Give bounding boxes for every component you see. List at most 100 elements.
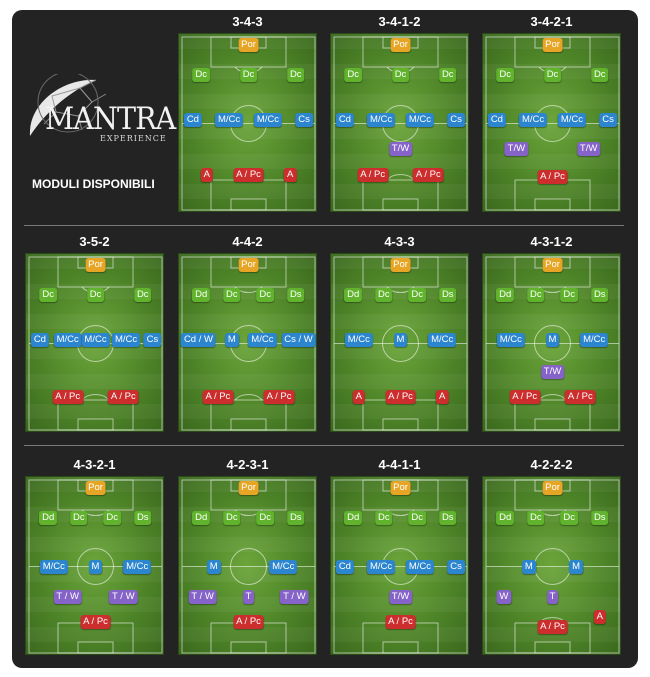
formation-title-4-4-1-1: 4-4-1-1 [378,457,421,472]
role-badge-dd: Dd [344,511,363,526]
role-badge-por: Por [542,257,563,272]
formation-pitch-4-3-1-2[interactable]: Por Dd Dc Dc Ds M/Cc M M/Cc T/W A / Pc A / Pc [482,253,621,432]
role-badge-a-pc: A / Pc [357,168,389,183]
role-badge-ds: Ds [590,511,609,526]
role-badge-dc: Dc [527,288,545,303]
role-badge-por: Por [85,257,106,272]
role-badge-por: Por [390,257,411,272]
formation-pitch-3-4-2-1[interactable]: Por Dc Dc Dc Cd M/Cc M/Cc Cs T/W T/W A / Pc [482,33,621,212]
role-badge-dc: Dc [192,68,211,83]
role-badge-por: Por [390,480,411,495]
role-badge-dc: Dc [39,288,58,303]
pitch-lines [485,479,620,654]
role-badge-w: W [496,589,512,604]
formation-title-3-4-2-1: 3-4-2-1 [530,14,573,29]
role-badge-ds: Ds [286,288,305,303]
role-badge-m-cc: M/Cc [518,112,548,127]
role-badge-cs-w: Cs / W [281,332,316,347]
role-badge-m-cc: M/Cc [405,112,435,127]
role-badge-dd: Dd [192,511,211,526]
logo-text: MANTRA [45,101,176,137]
formation-pitch-3-5-2[interactable]: Por Dc Dc Dc Cd M/Cc M/Cc M/Cc Cs A / Pc A / Pc [25,253,164,432]
formation-title-4-4-2: 4-4-2 [232,234,263,249]
role-badge-por: Por [85,480,106,495]
role-badge-dc: Dc [560,288,578,303]
role-badge-dd: Dd [39,511,58,526]
role-badge-dd: Dd [344,288,363,303]
role-badge-cs: Cs [447,112,465,127]
role-badge-a-pc: A / Pc [263,390,295,405]
role-badge-dc: Dc [391,68,410,83]
role-badge-por: Por [238,37,259,52]
formation-pitch-4-4-2[interactable]: Por Dd Dc Dc Ds Cd / W M M/Cc Cs / W A / Pc A / Pc [178,253,317,432]
role-badge-m-cc: M/Cc [123,559,152,574]
role-badge-t-w: T/W [540,365,565,380]
formation-pitch-3-4-3[interactable]: Por Dc Dc Dc Cd M/Cc M/Cc Cs A A / Pc A [178,33,317,212]
role-badge-a-pc: A / Pc [107,390,139,405]
role-badge-t-w: T / W [109,589,138,604]
role-badge-m-cc: M/Cc [557,112,587,127]
role-badge-cd: Cd [487,112,506,127]
role-badge-a-pc: A / Pc [564,390,596,405]
role-badge-dc: Dc [527,511,545,526]
role-badge-m-cc: M/Cc [428,332,457,347]
role-badge-por: Por [542,480,563,495]
role-badge-cd: Cd [335,112,354,127]
role-badge-dc: Dc [408,288,426,303]
formation-pitch-4-4-1-1[interactable]: Por Dd Dc Dc Ds Cd M/Cc M/Cc Cs T/W A / Pc [330,476,469,655]
role-badge-dc: Dc [375,288,393,303]
formation-pitch-3-4-1-2[interactable]: Por Dc Dc Dc Cd M/Cc M/Cc Cs T/W A / Pc A / Pc [330,33,469,212]
role-badge-m: M [393,332,408,347]
role-badge-a-pc: A / Pc [233,614,264,629]
role-badge-cd: Cd [183,112,202,127]
formation-pitch-4-2-3-1[interactable]: Por Dd Dc Dc Ds M M/Cc T / W T T / W A / Pc [178,476,317,655]
role-badge-m-cc: M/Cc [580,332,609,347]
role-badge-t-w: T / W [280,589,309,604]
role-badge-ds: Ds [286,511,305,526]
role-badge-a: A [352,390,365,405]
role-badge-t-w: T / W [53,589,82,604]
role-badge-dc: Dc [70,511,88,526]
role-badge-m-cc: M/Cc [39,559,68,574]
role-badge-dc: Dc [103,511,121,526]
role-badge-dc: Dc [239,68,258,83]
formation-pitch-4-3-2-1[interactable]: Por Dd Dc Dc Ds M/Cc M M/Cc T / W T / W A / Pc [25,476,164,655]
role-badge-t-w: T/W [504,141,529,156]
role-badge-m-cc: M/Cc [344,332,373,347]
role-badge-a-pc: A / Pc [52,390,84,405]
role-badge-m-cc: M/Cc [496,332,525,347]
formation-title-4-3-1-2: 4-3-1-2 [530,234,573,249]
formation-pitch-4-3-3[interactable]: Por Dd Dc Dc Ds M/Cc M M/Cc A A / Pc A [330,253,469,432]
role-badge-ds: Ds [438,511,457,526]
role-badge-cs: Cs [295,112,313,127]
role-badge-dc: Dc [496,68,515,83]
role-badge-m-cc: M/Cc [269,559,298,574]
role-badge-a-pc: A / Pc [233,168,264,183]
role-badge-t-w: T/W [388,589,413,604]
formation-title-4-3-2-1: 4-3-2-1 [73,457,116,472]
role-badge-por: Por [238,480,259,495]
role-badge-dc: Dc [256,288,274,303]
role-badge-cs: Cs [143,332,162,347]
role-badge-a-pc: A / Pc [537,170,568,185]
formation-pitch-4-2-2-2[interactable]: Por Dd Dc Dc Ds M M W T A A / Pc [482,476,621,655]
role-badge-dc: Dc [375,511,393,526]
role-badge-a: A [593,609,606,624]
role-badge-m-cc: M/Cc [111,332,141,347]
role-badge-dd: Dd [192,288,211,303]
role-badge-a-pc: A / Pc [537,620,568,635]
role-badge-a: A [436,390,449,405]
role-badge-dc: Dc [344,68,363,83]
role-badge-a: A [284,168,297,183]
formation-title-4-2-3-1: 4-2-3-1 [226,457,269,472]
role-badge-por: Por [238,257,259,272]
role-badge-a-pc: A / Pc [202,390,234,405]
role-badge-a-pc: A / Pc [385,614,416,629]
formation-title-3-4-3: 3-4-3 [232,14,263,29]
role-badge-m-cc: M/Cc [253,112,283,127]
role-badge-m: M [569,559,584,574]
role-badge-a-pc: A / Pc [385,390,416,405]
role-badge-cd-w: Cd / W [180,332,216,347]
role-badge-m: M [224,332,239,347]
role-badge-t: T [242,589,255,604]
